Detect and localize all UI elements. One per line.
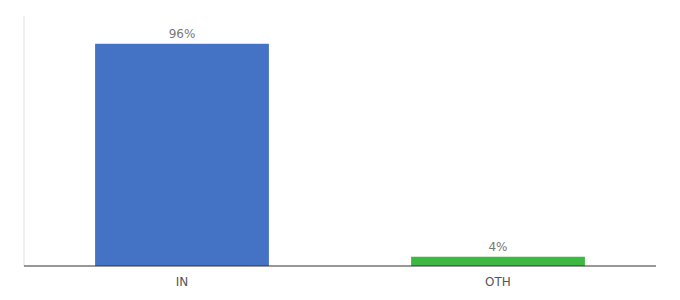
bar xyxy=(411,257,585,266)
chart-container: 96% 4% IN OTH xyxy=(0,0,680,300)
chart-svg: 96% 4% IN OTH xyxy=(0,0,680,300)
value-range-line xyxy=(24,16,25,266)
bar xyxy=(95,44,269,266)
data-label: 96% xyxy=(169,27,196,41)
x-axis-line xyxy=(24,265,656,266)
data-label: 4% xyxy=(488,240,507,254)
x-tick-label: IN xyxy=(176,275,189,289)
bars xyxy=(95,44,585,266)
x-tick-label: OTH xyxy=(485,275,511,289)
